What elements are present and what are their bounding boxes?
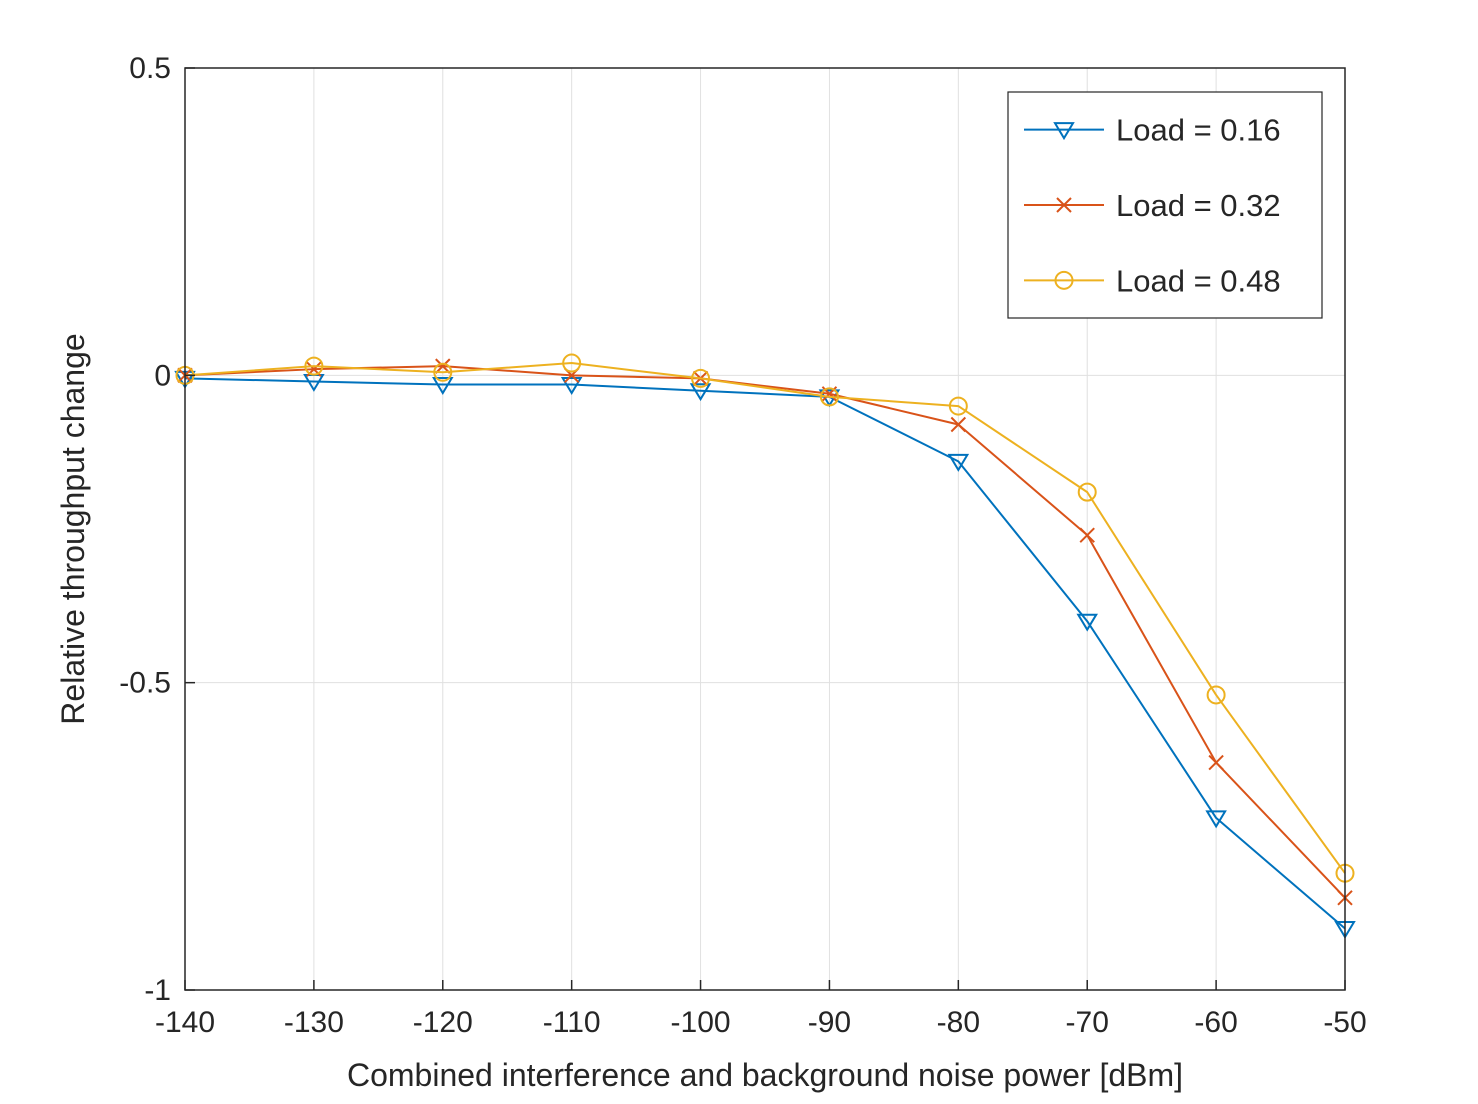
marker-circle-icon <box>1206 685 1226 705</box>
marker-x-icon <box>1079 527 1095 543</box>
x-tick-label: -140 <box>155 1006 215 1039</box>
marker-triangle-down-icon <box>1205 810 1227 829</box>
marker-circle-icon <box>1077 482 1097 502</box>
x-tick-label: -70 <box>1066 1006 1109 1039</box>
y-tick-label: 0 <box>154 359 171 392</box>
marker-circle-icon <box>948 396 968 416</box>
marker-circle-icon <box>1054 270 1074 290</box>
marker-triangle-down-icon <box>560 377 583 395</box>
series-line <box>184 365 1346 899</box>
x-tick-label: -90 <box>808 1006 851 1039</box>
legend-entry-label: Load = 0.16 <box>1116 113 1281 148</box>
y-axis-label: Relative throughput change <box>55 333 91 724</box>
marker-x-icon <box>435 358 451 374</box>
x-tick-label: -110 <box>543 1006 601 1039</box>
tick-marks <box>184 67 1346 991</box>
marker-x-icon <box>1056 197 1072 213</box>
marker-triangle-down-icon <box>947 453 970 472</box>
marker-triangle-down-icon <box>432 377 454 395</box>
x-tick-label: -120 <box>413 1006 473 1039</box>
tick-labels: -140 -130 -120 -110 -100 -90 -80 -70 -60 -50 -1 -0.… <box>119 52 1366 1039</box>
x-tick-label: -60 <box>1194 1006 1237 1039</box>
series-group <box>174 353 1356 939</box>
legend-entry-label: Load = 0.48 <box>1116 263 1281 298</box>
marker-triangle-down-icon <box>689 383 712 402</box>
legend: Load = 0.16 Load = 0.32 Load = 0.48 <box>1007 91 1323 319</box>
marker-x-icon <box>1208 754 1224 771</box>
marker-circle-icon <box>433 362 453 382</box>
x-tick-label: -100 <box>671 1006 731 1039</box>
x-axis-label: Combined interference and background noi… <box>347 1057 1183 1093</box>
legend-entry-label: Load = 0.32 <box>1116 188 1281 223</box>
marker-triangle-down-icon <box>1053 122 1075 141</box>
marker-circle-icon <box>691 368 711 388</box>
x-tick-label: -130 <box>284 1006 344 1039</box>
marker-circle-icon <box>562 353 582 373</box>
y-tick-label: 0.5 <box>129 52 171 85</box>
axes-box <box>184 67 1346 991</box>
marker-circle-icon <box>819 387 839 407</box>
series-line <box>184 362 1346 874</box>
y-tick-label: -0.5 <box>119 667 171 700</box>
marker-triangle-down-icon <box>1076 613 1098 632</box>
marker-x-icon <box>950 416 967 433</box>
x-tick-label: -80 <box>937 1006 980 1039</box>
y-tick-label: -1 <box>144 974 171 1007</box>
series-line <box>184 377 1346 930</box>
x-tick-label: -50 <box>1323 1006 1366 1039</box>
marker-circle-icon <box>304 356 324 376</box>
